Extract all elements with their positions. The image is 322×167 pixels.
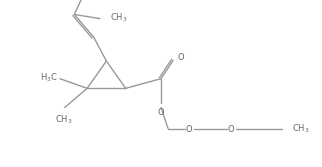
Text: CH$_3$: CH$_3$	[55, 113, 73, 126]
Text: O: O	[185, 125, 192, 134]
Text: CH$_3$: CH$_3$	[292, 123, 309, 135]
Text: O: O	[227, 125, 234, 134]
Text: O: O	[157, 108, 164, 117]
Text: O: O	[177, 53, 184, 62]
Text: CH$_3$: CH$_3$	[109, 12, 127, 24]
Text: H$_3$C: H$_3$C	[41, 71, 58, 84]
